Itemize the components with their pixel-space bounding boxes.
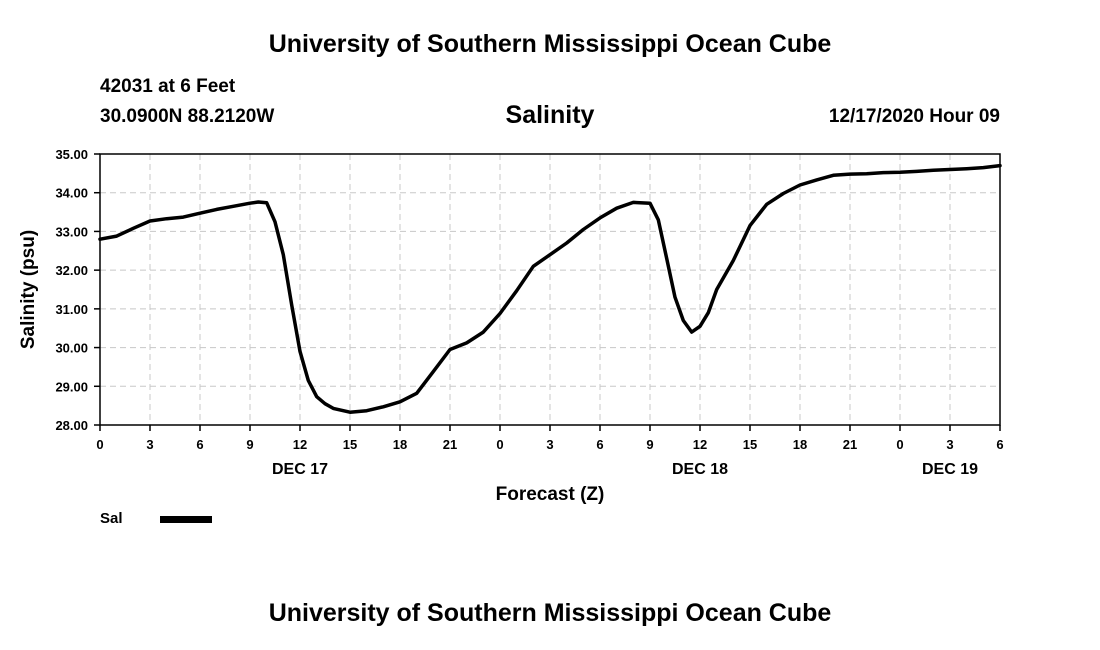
grid-layer — [100, 154, 1000, 425]
footer-title: University of Southern Mississippi Ocean… — [268, 599, 832, 627]
x-tick-label: 12 — [293, 437, 307, 452]
y-axis-title: Salinity (psu) — [18, 230, 39, 349]
y-tick-label: 35.00 — [55, 147, 88, 162]
y-tick-label: 29.00 — [55, 379, 88, 394]
y-tick-label: 34.00 — [55, 186, 88, 201]
forecast-date: 12/17/2020 Hour 09 — [828, 106, 1000, 127]
day-label: DEC 18 — [672, 461, 728, 478]
x-tick-label: 0 — [496, 437, 503, 452]
series-layer — [98, 163, 1002, 414]
x-tick-label: 18 — [793, 437, 807, 452]
label-layer: 0 3 6 9 12 15 18 21 0 3 6 9 12 15 18 21 0 3 6 28.00 29.00 30.… — [18, 147, 1004, 505]
y-tick-label: 31.00 — [55, 302, 88, 317]
x-tick-label: 12 — [693, 437, 707, 452]
series-line-sal — [98, 163, 1002, 414]
y-tick-label: 33.00 — [55, 224, 88, 239]
x-tick-label: 9 — [246, 437, 253, 452]
station-coordinates: 30.0900N 88.2120W — [100, 106, 275, 127]
x-tick-label: 9 — [646, 437, 653, 452]
x-axis-title: Forecast (Z) — [496, 484, 605, 505]
y-tick-label: 30.00 — [55, 341, 88, 356]
x-tick-label: 15 — [743, 437, 757, 452]
chart-title: Salinity — [505, 101, 595, 129]
x-tick-label: 0 — [96, 437, 103, 452]
page-title: University of Southern Mississippi Ocean… — [268, 30, 832, 58]
day-label: DEC 17 — [272, 461, 328, 478]
x-tick-label: 3 — [946, 437, 953, 452]
legend-label: Sal — [100, 510, 123, 527]
x-tick-label: 15 — [343, 437, 357, 452]
y-tick-label: 32.00 — [55, 263, 88, 278]
x-tick-label: 6 — [996, 437, 1003, 452]
x-tick-label: 6 — [196, 437, 203, 452]
x-tick-label: 18 — [393, 437, 407, 452]
x-tick-label: 3 — [146, 437, 153, 452]
x-tick-label: 6 — [596, 437, 603, 452]
legend-swatch — [160, 516, 212, 523]
axis-layer — [94, 153, 1001, 431]
x-tick-label: 0 — [896, 437, 903, 452]
x-tick-label: 21 — [443, 437, 457, 452]
day-label: DEC 19 — [922, 461, 978, 478]
x-tick-label: 3 — [546, 437, 553, 452]
x-tick-label: 21 — [843, 437, 857, 452]
station-label: 42031 at 6 Feet — [100, 76, 236, 97]
y-tick-label: 28.00 — [55, 418, 88, 433]
